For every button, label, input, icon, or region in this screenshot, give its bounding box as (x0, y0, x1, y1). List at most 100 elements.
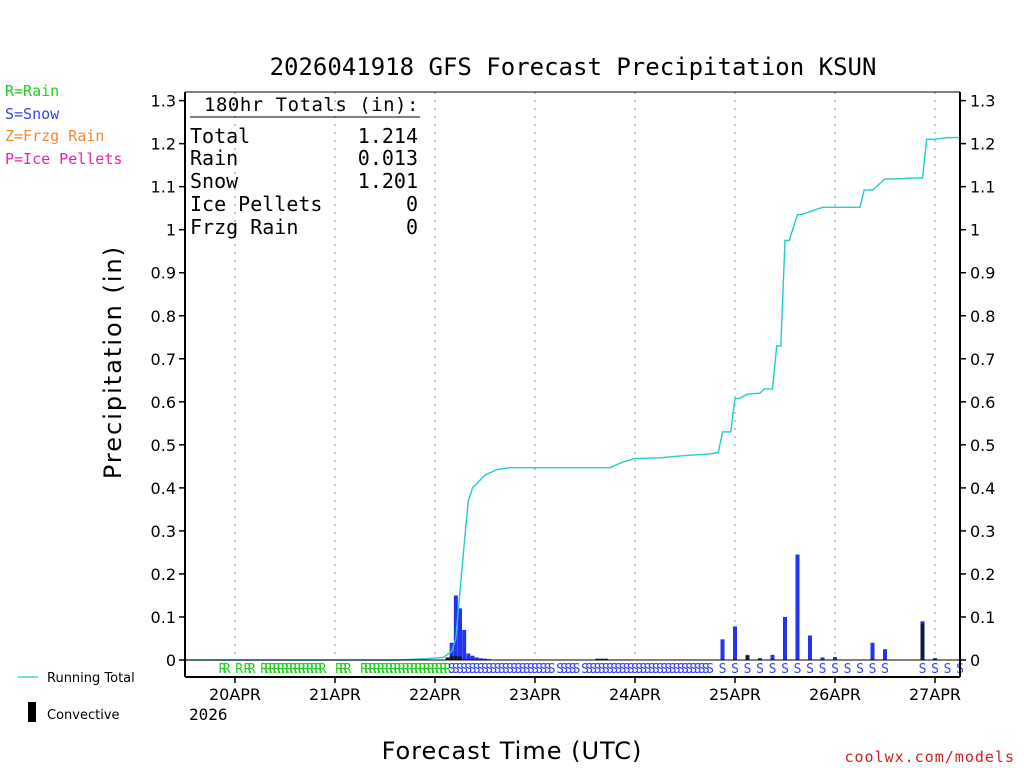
y-tick-label: 0.8 (151, 307, 176, 326)
y-tick-label: 0.1 (151, 608, 176, 627)
chart-title: 2026041918 GFS Forecast Precipitation KS… (270, 53, 877, 81)
rain-type-marker: R (406, 662, 414, 677)
legend-running-total: Running Total (47, 671, 135, 686)
totals-label-frzg-rain: Frzg Rain (190, 215, 298, 239)
snow-type-marker: S (452, 662, 460, 677)
snow-type-marker: S (589, 662, 597, 677)
rain-type-marker: R (444, 662, 452, 677)
x-tick-label: 23APR (509, 685, 561, 704)
y-tick-labels-left: 0 0.1 0.2 0.3 0.4 0.5 0.6 0.7 0.8 0.9 1 1.1 1.2 1.3 (151, 92, 176, 670)
snow-type-marker: S (502, 662, 510, 677)
totals-value-snow: 1.201 (358, 169, 418, 193)
snow-bar (820, 657, 825, 660)
snow-bar (474, 657, 479, 660)
totals-header: 180hr Totals (in): (204, 94, 419, 116)
totals-value-rain: 0.013 (358, 146, 418, 170)
snow-type-marker: S (744, 662, 752, 677)
rain-type-marker: R (427, 662, 435, 677)
snow-type-marker: S (944, 662, 952, 677)
rain-type-marker: R (314, 662, 322, 677)
snow-type-marker: S (556, 662, 564, 677)
snow-type-marker: S (631, 662, 639, 677)
snow-bar (483, 658, 487, 660)
snow-type-marker: S (794, 662, 802, 677)
totals-value-ice-pellets: 0 (406, 192, 418, 216)
rain-type-marker: R (398, 662, 406, 677)
legend-snow: S=Snow (5, 105, 60, 123)
snow-type-marker: S (573, 662, 581, 677)
x-tick-label: 21APR (309, 685, 361, 704)
rain-type-marker: R (360, 662, 368, 677)
x-tick-label: 24APR (609, 685, 661, 704)
snow-type-marker: S (506, 662, 514, 677)
snow-bar (466, 653, 471, 660)
y-tick-label-right: 0.3 (970, 522, 995, 541)
precip-type-legend: R=Rain S=Snow Z=Frzg Rain P=Ice Pellets (5, 82, 122, 168)
snow-type-marker: S (602, 662, 610, 677)
convective-bar (920, 623, 925, 660)
y-tick-label-right: 0.7 (970, 350, 995, 369)
y-tick-label-right: 0.1 (970, 608, 995, 627)
snow-bar (783, 616, 787, 660)
rain-type-marker: R (269, 662, 277, 677)
snow-type-marker: S (719, 662, 727, 677)
y-tick-label-right: 0.8 (970, 307, 995, 326)
snow-type-marker: S (489, 662, 497, 677)
y-tick-labels-right: 0 0.1 0.2 0.3 0.4 0.5 0.6 0.7 0.8 0.9 1 1.1 1.2 1.3 (970, 92, 995, 670)
y-tick-label-right: 1 (970, 221, 980, 240)
snow-type-marker: S (919, 662, 927, 677)
snow-type-marker: S (560, 662, 568, 677)
rain-type-marker: R (335, 662, 343, 677)
rain-type-marker: R (260, 662, 268, 677)
rain-type-marker: R (319, 662, 327, 677)
y-tick-label: 0.7 (151, 350, 176, 369)
snow-type-marker: S (644, 662, 652, 677)
snow-type-marker: S (831, 662, 839, 677)
snow-type-marker: S (469, 662, 477, 677)
snow-type-marker: S (669, 662, 677, 677)
totals-label-total: Total (190, 124, 250, 148)
snow-type-marker: S (510, 662, 518, 677)
snow-type-marker: S (856, 662, 864, 677)
rain-type-marker: R (273, 662, 281, 677)
rain-type-marker: R (389, 662, 397, 677)
rain-type-marker: R (302, 662, 310, 677)
snow-bar (833, 656, 837, 660)
snow-bar (733, 626, 737, 660)
y-tick-label: 1.2 (151, 135, 176, 154)
snow-bar (453, 595, 458, 660)
rain-type-marker: R (235, 662, 243, 677)
y-tick-label-right: 1.3 (970, 92, 995, 111)
convective-swatch (28, 702, 36, 722)
convective-bar (933, 658, 937, 660)
snow-type-marker: S (564, 662, 572, 677)
rain-type-marker: R (219, 662, 227, 677)
snow-type-marker: S (673, 662, 681, 677)
y-tick-label-right: 0.6 (970, 393, 995, 412)
y-tick-label-right: 0 (970, 651, 980, 670)
bar-series (445, 554, 937, 660)
y-tick-label-right: 0.4 (970, 479, 995, 498)
snow-type-marker: S (656, 662, 664, 677)
snow-type-marker: S (473, 662, 481, 677)
snow-type-marker: S (531, 662, 539, 677)
rain-type-marker: R (414, 662, 422, 677)
convective-bar (603, 658, 608, 660)
y-tick-label-right: 0.2 (970, 565, 995, 584)
snow-type-marker: S (514, 662, 522, 677)
snow-type-marker: S (639, 662, 647, 677)
rain-type-marker: R (306, 662, 314, 677)
x-tick-label: 26APR (809, 685, 861, 704)
snow-bar (870, 642, 875, 660)
grid-lines (234, 92, 936, 660)
snow-type-marker: S (494, 662, 502, 677)
rain-type-marker: R (223, 662, 231, 677)
snow-type-marker: S (685, 662, 693, 677)
snow-type-marker: S (544, 662, 552, 677)
convective-bar (599, 658, 604, 660)
x-start-year: 2026 (189, 705, 228, 724)
rain-type-marker: R (248, 662, 256, 677)
snow-type-marker: S (706, 662, 714, 677)
rain-type-marker: R (244, 662, 252, 677)
snow-type-marker: S (456, 662, 464, 677)
